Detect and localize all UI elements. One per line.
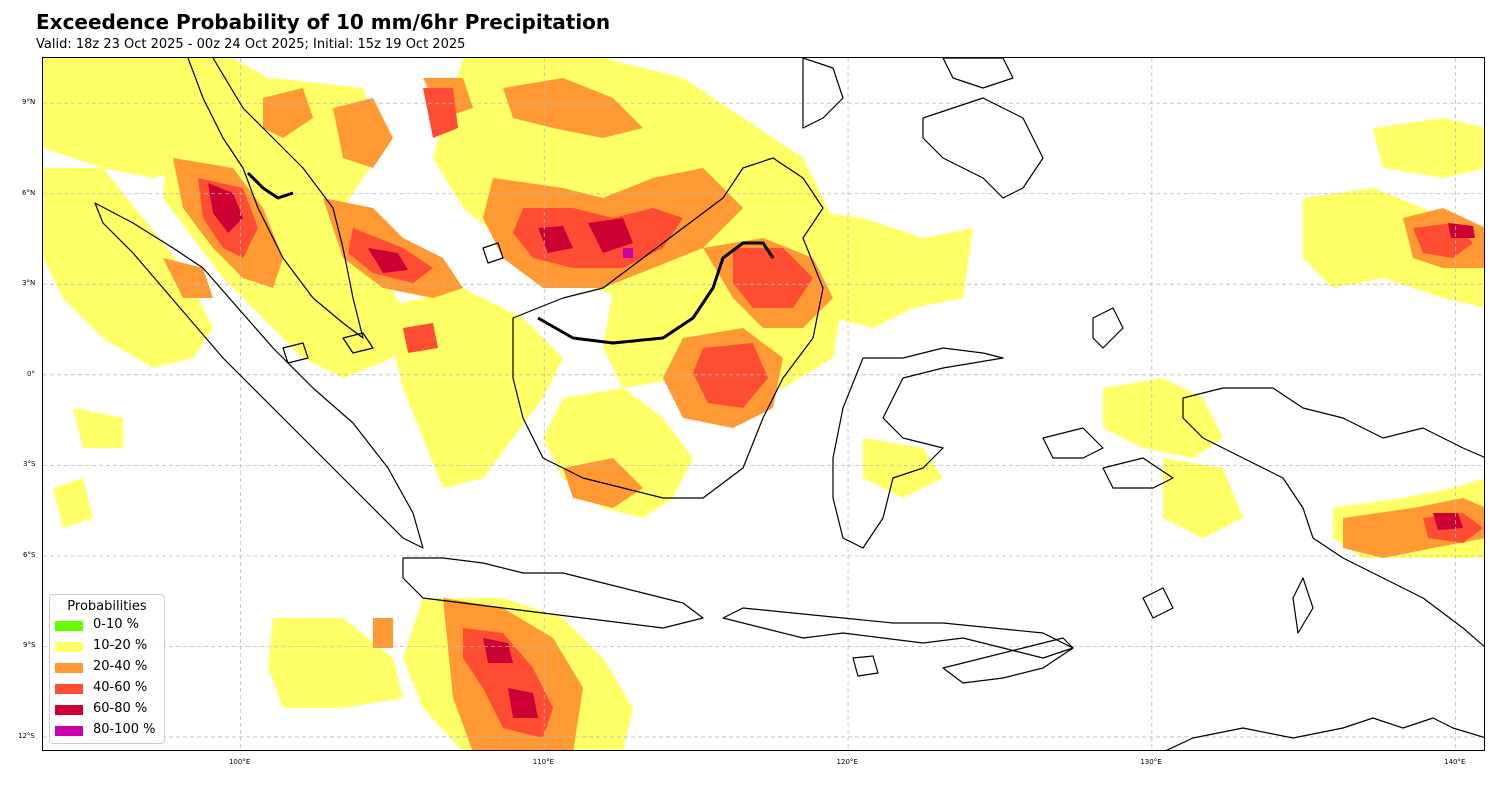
legend: Probabilities 0-10 % 10-20 % 20-40 % 40-… xyxy=(49,594,165,744)
coast-maluku xyxy=(1042,307,1174,489)
legend-label: 10-20 % xyxy=(93,638,148,653)
coast-sulawesi xyxy=(832,347,1004,549)
coast-borneo xyxy=(512,157,824,499)
legend-item-10-20: 10-20 % xyxy=(55,638,165,655)
legend-swatch xyxy=(55,621,83,631)
legend-item-40-60: 40-60 % xyxy=(55,680,165,697)
map-subtitle: Valid: 18z 23 Oct 2025 - 00z 24 Oct 2025… xyxy=(36,37,466,52)
map-canvas xyxy=(43,58,1484,750)
legend-item-80-100: 80-100 % xyxy=(55,722,165,739)
legend-label: 60-80 % xyxy=(93,701,148,716)
lat-tick-label: 9°N xyxy=(22,98,36,107)
legend-title: Probabilities xyxy=(67,599,147,614)
legend-label: 40-60 % xyxy=(93,680,148,695)
lat-tick-label: 6°N xyxy=(22,188,36,197)
coast-philippines xyxy=(802,58,1044,199)
graticule xyxy=(43,58,1484,750)
legend-item-60-80: 60-80 % xyxy=(55,701,165,718)
lat-tick-label: 3°N xyxy=(22,279,36,288)
legend-swatch xyxy=(55,684,83,694)
legend-label: 20-40 % xyxy=(93,659,148,674)
lon-tick-label: 120°E xyxy=(836,758,858,766)
map-title: Exceedence Probability of 10 mm/6hr Prec… xyxy=(36,10,611,34)
lon-tick-label: 130°E xyxy=(1140,758,1162,766)
coast-islands xyxy=(282,242,1314,677)
legend-swatch xyxy=(55,726,83,736)
lon-tick-label: 140°E xyxy=(1444,758,1466,766)
legend-swatch xyxy=(55,705,83,715)
legend-swatch xyxy=(55,663,83,673)
prob-80-100-areas xyxy=(623,248,633,258)
map-frame xyxy=(42,57,1485,751)
border-kalimantan xyxy=(537,241,775,345)
lat-tick-label: 9°S xyxy=(23,641,36,650)
lat-tick-label: 3°S xyxy=(23,460,36,469)
coast-malay-peninsula xyxy=(187,58,364,339)
lat-tick-label: 0° xyxy=(27,369,35,378)
border-sabah xyxy=(246,171,294,200)
coastlines xyxy=(94,58,1484,750)
coast-java xyxy=(402,557,704,629)
lon-tick-label: 100°E xyxy=(228,758,251,766)
precipitation-fields xyxy=(43,58,1484,750)
coast-timor xyxy=(942,637,1074,684)
lat-tick-label: 6°S xyxy=(23,550,36,559)
coast-australia xyxy=(1165,717,1484,750)
coast-lesser-sunda xyxy=(722,607,1074,659)
coast-new-guinea xyxy=(1182,387,1484,648)
legend-item-20-40: 20-40 % xyxy=(55,659,165,676)
coast-sumatra xyxy=(94,202,424,549)
prob-60-80-areas xyxy=(208,183,1475,718)
legend-label: 80-100 % xyxy=(93,722,156,737)
lon-tick-label: 110°E xyxy=(532,758,555,766)
legend-label: 0-10 % xyxy=(93,617,139,632)
legend-item-0-10: 0-10 % xyxy=(55,617,165,634)
lat-tick-label: 12°S xyxy=(18,731,35,740)
legend-swatch xyxy=(55,642,83,652)
